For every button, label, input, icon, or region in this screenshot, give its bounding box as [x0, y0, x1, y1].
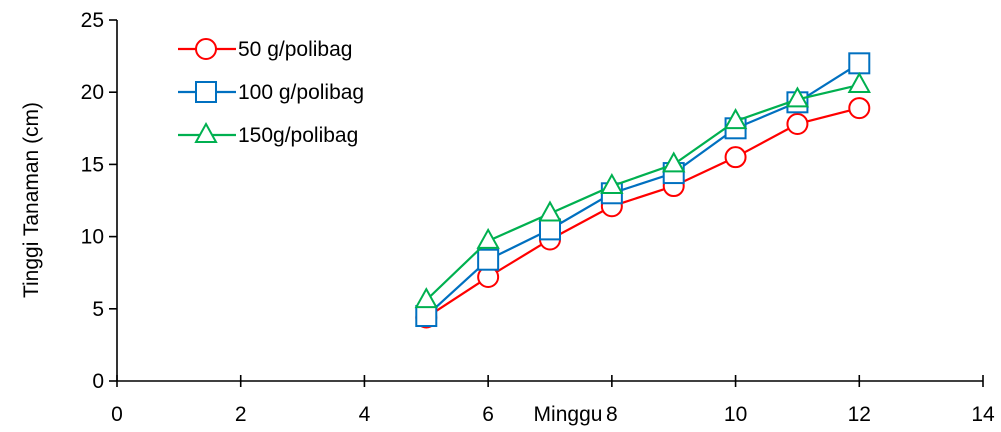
- x-tick-label: 12: [848, 403, 871, 426]
- y-tick-label: 5: [92, 298, 104, 321]
- y-tick-label: 15: [81, 153, 104, 176]
- data-point: [848, 52, 871, 75]
- data-point: [724, 146, 747, 169]
- x-tick-label: 0: [111, 403, 123, 426]
- x-tick-label: 10: [724, 403, 747, 426]
- x-tick-label: 6: [482, 403, 494, 426]
- series-line: [425, 83, 860, 301]
- data-point: [785, 86, 810, 108]
- data-point: [600, 173, 624, 195]
- data-point: [477, 248, 500, 271]
- data-point: [848, 97, 871, 120]
- data-point: [415, 305, 438, 328]
- data-point: [476, 227, 500, 249]
- legend-label: 150g/polibag: [238, 124, 358, 147]
- data-point: [539, 218, 561, 241]
- x-tick-label: 2: [235, 403, 247, 426]
- legend-marker: [194, 121, 218, 143]
- y-tick-label: 10: [81, 226, 104, 249]
- legend-label: 100 g/polibag: [238, 81, 364, 104]
- legend-marker: [195, 38, 217, 60]
- x-tick-label: 4: [359, 403, 371, 426]
- x-axis-title: Minggu: [534, 403, 603, 426]
- data-point: [662, 151, 686, 173]
- data-point: [847, 71, 871, 93]
- data-point: [723, 108, 748, 130]
- series-2: [414, 71, 871, 309]
- series-line: [425, 107, 860, 319]
- y-tick-label: 20: [81, 81, 104, 104]
- legend-label: 50 g/polibag: [238, 38, 352, 61]
- legend-item: 50 g/polibag: [178, 38, 352, 61]
- data-point: [786, 112, 809, 135]
- data-point: [414, 287, 438, 309]
- legend: 50 g/polibag 100 g/polibag 150g/polibag: [178, 38, 364, 147]
- data-point: [538, 200, 562, 222]
- legend-item: 150g/polibag: [178, 121, 358, 147]
- y-tick-label: 25: [81, 9, 104, 32]
- legend-item: 100 g/polibag: [178, 81, 364, 104]
- x-tick-label: 14: [971, 403, 995, 426]
- series-layer: [414, 52, 871, 329]
- y-tick-label: 0: [92, 370, 104, 393]
- x-tick-label: 8: [606, 403, 618, 426]
- legend-marker: [195, 81, 217, 103]
- series-0: [415, 97, 871, 329]
- axes: 0 2 4 6 8 10 12 14 0 5 10 15 20 25 Minggu Tinggi Tanama…: [20, 9, 995, 426]
- y-axis-title: Tinggi Tanaman (cm): [20, 102, 43, 298]
